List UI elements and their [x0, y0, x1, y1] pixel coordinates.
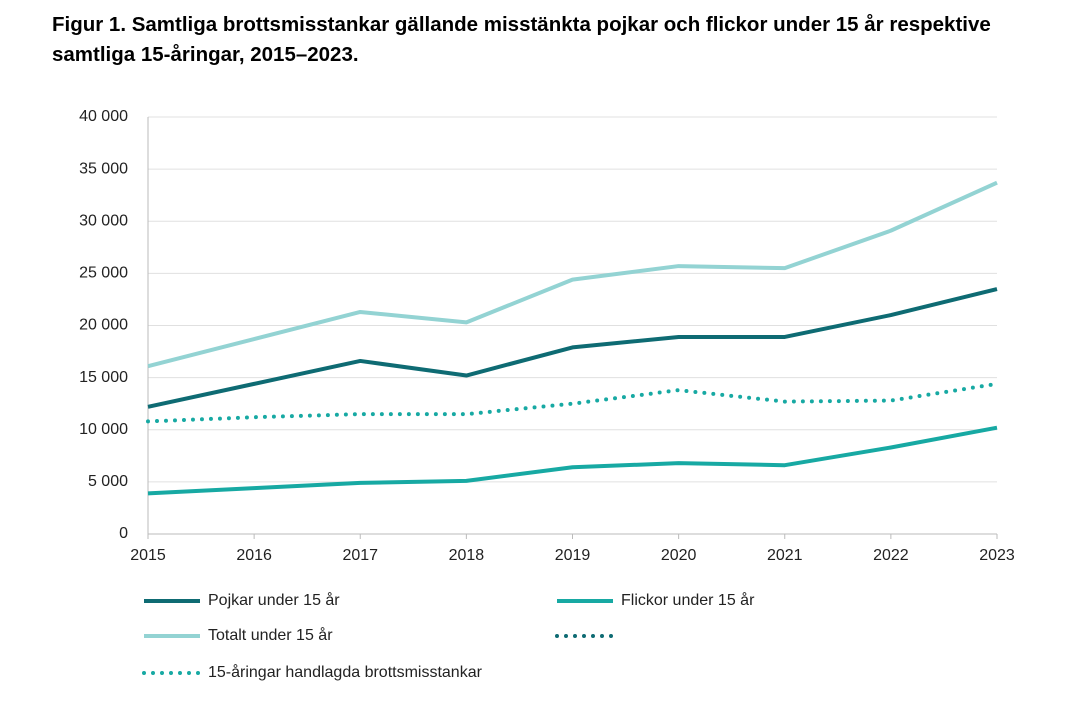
x-tick-label: 2015 — [130, 547, 166, 564]
y-tick-label: 15 000 — [79, 369, 128, 386]
x-tick-label: 2017 — [342, 547, 378, 564]
y-tick-label: 25 000 — [79, 265, 128, 282]
x-tick-label: 2021 — [767, 547, 803, 564]
x-tick-label: 2016 — [236, 547, 272, 564]
y-tick-label: 10 000 — [79, 421, 128, 438]
x-tick-label: 2018 — [449, 547, 485, 564]
y-tick-label: 30 000 — [79, 212, 128, 229]
x-tick-label: 2020 — [661, 547, 697, 564]
x-tick-label: 2023 — [979, 547, 1015, 564]
y-tick-label: 40 000 — [79, 108, 128, 125]
series-line — [147, 287, 998, 409]
y-tick-label: 0 — [119, 525, 128, 542]
series-line — [146, 381, 999, 424]
legend-label: Pojkar under 15 år — [208, 591, 340, 609]
legend-label: Flickor under 15 år — [621, 591, 755, 609]
chart-title: Figur 1. Samtliga brottsmisstankar gälla… — [52, 13, 991, 66]
x-tick-label: 2022 — [873, 547, 909, 564]
series-line — [147, 425, 998, 496]
series-line — [147, 180, 998, 369]
y-tick-label: 20 000 — [79, 317, 128, 334]
x-tick-label: 2019 — [555, 547, 591, 564]
legend-label: 15-åringar handlagda brottsmisstankar — [208, 663, 483, 681]
y-tick-label: 35 000 — [79, 160, 128, 177]
y-tick-label: 5 000 — [88, 473, 128, 490]
legend-label: Totalt under 15 år — [208, 626, 333, 644]
